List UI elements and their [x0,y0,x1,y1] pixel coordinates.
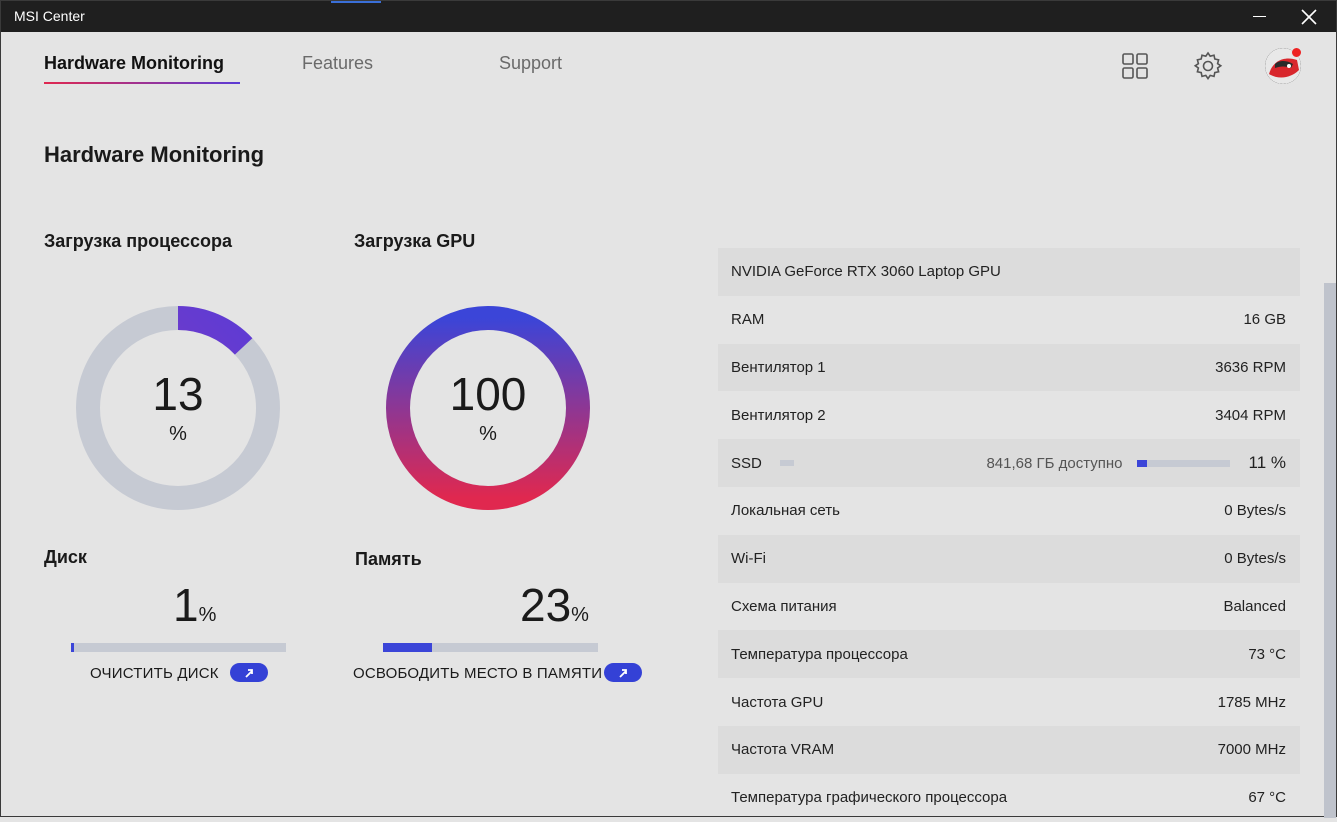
cpu-load-unit: % [169,423,187,445]
clean-disk-button[interactable] [230,663,268,682]
memory-usage-bar [383,643,598,652]
title-accent [331,1,381,3]
gpu-load-unit: % [479,423,497,445]
info-label: Температура графического процессора [731,789,1008,807]
gpu-gauge-ring [386,306,590,510]
close-button[interactable] [1286,1,1332,32]
cpu-load-value: 13 [152,368,204,420]
info-row-vram-clock: Частота VRAM 7000 MHz [718,725,1300,774]
disk-value-unit: % [198,604,217,626]
memory-label: Память [355,549,422,569]
ssd-usage-value: 11 % [1248,453,1287,473]
arrow-up-icon [245,668,253,678]
page-title: Hardware Monitoring [44,142,265,167]
info-row-wifi: Wi-Fi 0 Bytes/s [718,534,1300,583]
arrow-up-icon [619,668,627,678]
gpu-load-gauge: 100 % [385,305,591,511]
minimize-button[interactable] [1236,1,1282,32]
ssd-mini-indicator [779,460,794,467]
info-label: Вентилятор 2 [731,406,826,424]
info-value: 3636 RPM [1215,358,1286,376]
minimize-icon [1252,15,1266,18]
info-value: 1785 MHz [1217,693,1286,711]
gpu-name-row: NVIDIA GeForce RTX 3060 Laptop GPU [718,248,1300,296]
grid-icon [1122,53,1148,79]
info-label: Схема питания [731,597,837,615]
notification-dot [1291,47,1302,58]
info-label: RAM [731,311,765,329]
info-label: Вентилятор 1 [731,358,826,376]
tab-hardware-monitoring[interactable]: Hardware Monitoring [44,53,240,84]
window-title: MSI Center [14,8,85,24]
info-value: 0 Bytes/s [1224,550,1286,568]
settings-button[interactable] [1191,49,1225,83]
info-value: 0 Bytes/s [1224,502,1286,520]
free-memory-label[interactable]: ОСВОБОДИТЬ МЕСТО В ПАМЯТИ [353,665,603,682]
disk-value-number: 1 [173,579,199,631]
disk-label: Диск [44,547,87,567]
apps-grid-button[interactable] [1118,49,1152,83]
close-icon [1301,8,1317,25]
info-value: 73 °C [1248,645,1286,663]
gpu-name: NVIDIA GeForce RTX 3060 Laptop GPU [731,263,1001,281]
title-bar: MSI Center [1,1,1336,32]
memory-value: 23% [520,582,589,638]
user-avatar[interactable] [1265,48,1301,84]
info-row-power-plan: Схема питания Balanced [718,583,1300,631]
info-value: 3404 RPM [1215,406,1286,424]
info-value: 7000 MHz [1217,741,1286,759]
ssd-available: 841,68 ГБ доступно [986,454,1123,472]
avatar-icon [1265,48,1301,84]
info-value: 67 °C [1248,789,1286,807]
gpu-gauge-arc [386,306,590,510]
free-memory-button[interactable] [604,663,642,682]
cpu-gauge-ring [76,306,280,510]
ssd-usage-bar [1136,459,1230,467]
gpu-load-value: 100 [449,368,527,420]
memory-value-number: 23 [520,579,572,631]
system-info-panel: NVIDIA GeForce RTX 3060 Laptop GPU RAM 1… [718,248,1300,822]
info-label: SSD [731,454,762,472]
disk-value: 1% [173,582,216,638]
memory-value-unit: % [571,604,589,626]
tab-features[interactable]: Features [302,53,374,73]
info-row-fan-2: Вентилятор 2 3404 RPM [718,391,1300,439]
gear-icon [1193,51,1223,81]
info-row-ssd: SSD 841,68 ГБ доступно 11 % [718,439,1300,487]
info-row-gpu-clock: Частота GPU 1785 MHz [718,678,1300,726]
active-tab-underline [44,82,240,84]
info-row-lan: Локальная сеть 0 Bytes/s [718,487,1300,535]
cpu-load-label: Загрузка процессора [44,231,233,251]
info-value: Balanced [1223,597,1286,615]
info-value: 16 GB [1243,311,1286,329]
info-row-fan-1: Вентилятор 1 3636 RPM [718,343,1300,392]
cpu-load-gauge: 13 % [75,305,281,511]
gpu-load-label: Загрузка GPU [354,231,476,251]
info-row-gpu-temp: Температура графического процессора 67 °… [718,774,1300,822]
disk-usage-bar [71,643,286,652]
clean-disk-label[interactable]: ОЧИСТИТЬ ДИСК [90,665,219,682]
tab-hardware-monitoring-label: Hardware Monitoring [44,53,225,73]
info-label: Частота VRAM [731,741,835,759]
memory-usage-fill [383,643,433,652]
info-panel-scrollbar[interactable] [1324,283,1336,818]
info-row-ram: RAM 16 GB [718,296,1300,344]
info-label: Температура процессора [731,645,908,663]
info-label: Wi-Fi [731,550,766,568]
disk-usage-fill [71,643,74,652]
info-label: Частота GPU [731,693,824,711]
cpu-gauge-arc [76,306,280,510]
ssd-usage-fill [1136,459,1147,467]
info-row-cpu-temp: Температура процессора 73 °C [718,630,1300,679]
info-label: Локальная сеть [731,502,840,520]
tab-support[interactable]: Support [499,53,563,73]
